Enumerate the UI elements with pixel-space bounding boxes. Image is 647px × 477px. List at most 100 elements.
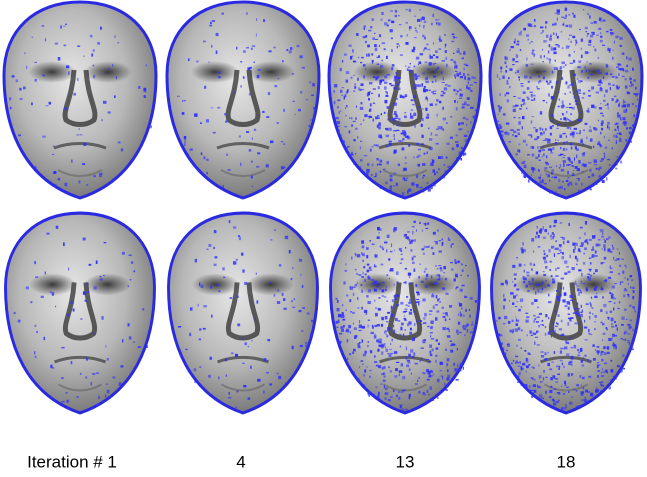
speckle — [427, 49, 430, 51]
speckle — [637, 99, 638, 101]
speckle — [566, 45, 569, 48]
speckle — [612, 147, 613, 149]
speckle — [419, 61, 422, 64]
speckle — [620, 282, 621, 285]
speckle — [531, 146, 533, 148]
speckle — [575, 91, 578, 93]
speckle — [444, 164, 446, 165]
speckle — [561, 334, 564, 336]
speckle — [269, 282, 271, 284]
speckle — [595, 255, 598, 256]
speckle — [601, 123, 603, 126]
speckle — [203, 305, 206, 307]
speckle — [561, 107, 564, 108]
speckle — [473, 116, 477, 119]
speckle — [266, 372, 269, 374]
speckle — [378, 297, 380, 299]
speckle — [505, 57, 508, 60]
speckle — [425, 246, 428, 248]
speckle — [602, 368, 603, 370]
speckle — [522, 368, 523, 370]
speckle — [61, 347, 64, 348]
speckle — [430, 354, 433, 356]
speckle — [224, 113, 226, 115]
speckle — [414, 76, 417, 77]
speckle — [18, 320, 21, 322]
speckle — [456, 135, 458, 137]
speckle — [566, 342, 569, 344]
speckle — [83, 238, 86, 241]
speckle — [538, 154, 539, 157]
speckle — [342, 319, 345, 321]
speckle — [236, 259, 238, 261]
speckle — [401, 254, 403, 255]
speckle — [420, 53, 423, 55]
speckle — [458, 314, 460, 316]
speckle — [572, 107, 575, 110]
speckle — [533, 384, 536, 387]
speckle — [256, 18, 257, 20]
speckle — [572, 268, 573, 270]
speckle — [581, 183, 582, 186]
speckle — [277, 289, 279, 292]
speckle — [499, 124, 501, 126]
speckle — [599, 18, 601, 21]
speckle — [624, 289, 627, 291]
speckle — [432, 14, 434, 17]
speckle — [370, 350, 372, 353]
speckle — [249, 93, 251, 96]
speckle — [382, 367, 384, 369]
speckle — [279, 264, 282, 267]
speckle — [592, 186, 594, 187]
speckle — [600, 87, 602, 89]
speckle — [465, 265, 466, 266]
speckle — [598, 141, 600, 143]
speckle — [344, 126, 347, 127]
speckle — [549, 190, 553, 193]
speckle — [200, 385, 201, 386]
speckle — [581, 273, 583, 276]
speckle — [530, 390, 533, 391]
speckle — [442, 307, 444, 309]
speckle — [430, 103, 433, 106]
speckle — [393, 123, 394, 125]
speckle — [283, 109, 285, 112]
speckle — [581, 281, 582, 284]
speckle — [440, 270, 443, 271]
speckle — [385, 181, 388, 184]
speckle — [357, 297, 358, 300]
speckle — [605, 90, 608, 93]
speckle — [402, 376, 405, 379]
speckle — [436, 22, 438, 24]
speckle — [298, 109, 301, 111]
speckle — [633, 93, 636, 95]
speckle — [406, 296, 408, 298]
speckle — [434, 173, 436, 175]
speckle — [602, 180, 605, 183]
speckle — [560, 69, 562, 71]
speckle — [405, 136, 408, 138]
speckle — [414, 37, 417, 38]
speckle — [553, 322, 554, 325]
speckle — [396, 362, 399, 363]
speckle — [274, 294, 276, 297]
speckle — [421, 143, 424, 145]
speckle — [595, 390, 598, 393]
speckle — [540, 228, 543, 231]
speckle — [615, 374, 618, 376]
speckle — [246, 131, 249, 133]
speckle — [545, 280, 547, 282]
speckle — [144, 90, 147, 92]
speckle — [566, 25, 569, 27]
speckle — [456, 379, 459, 381]
speckle — [518, 98, 521, 99]
label: 18 — [557, 452, 576, 471]
speckle — [629, 132, 631, 135]
speckle — [556, 322, 557, 324]
speckle — [561, 386, 562, 387]
speckle — [446, 390, 448, 391]
speckle — [545, 162, 548, 164]
speckle — [561, 256, 564, 259]
speckle — [570, 295, 573, 298]
speckle — [533, 127, 535, 129]
